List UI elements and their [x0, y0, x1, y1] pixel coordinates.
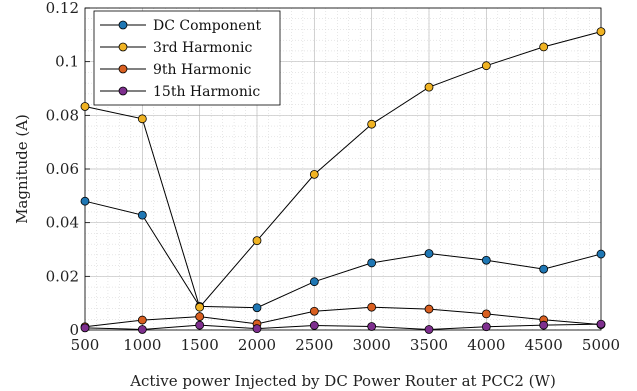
y-tick-label: 0.12	[46, 0, 79, 17]
legend-entry-9th-harmonic: 9th Harmonic	[100, 62, 251, 78]
x-tick-label: 2000	[238, 336, 276, 354]
data-point-9th-harmonic	[309, 306, 319, 316]
data-point-dc-component	[367, 258, 377, 268]
data-point-dc-component	[481, 255, 491, 265]
data-point-9th-harmonic	[137, 315, 147, 325]
x-tick-label: 3000	[353, 336, 391, 354]
series-9th-harmonic	[80, 302, 606, 332]
data-point-3rd-harmonic	[252, 236, 262, 246]
data-point-9th-harmonic	[195, 312, 205, 321]
series-dc-component	[80, 196, 606, 313]
data-point-3rd-harmonic	[80, 102, 90, 111]
data-point-3rd-harmonic	[195, 302, 205, 312]
series-line-9th-harmonic	[84, 306, 602, 328]
data-point-3rd-harmonic	[367, 119, 377, 129]
legend-label: DC Component	[153, 18, 262, 34]
legend-marker	[118, 20, 128, 30]
x-tick-label: 2500	[295, 336, 333, 354]
data-point-15th-harmonic	[80, 323, 90, 333]
y-tick-label: 0.02	[46, 267, 79, 285]
x-tick-label: 4500	[525, 336, 563, 354]
legend-marker	[118, 64, 128, 74]
legend: DC Component 3rd Harmonic 9th Harmonic 15th…	[93, 10, 281, 106]
y-tick-label: 0.04	[46, 214, 79, 232]
data-point-15th-harmonic	[195, 320, 205, 330]
x-axis-title: Active power Injected by DC Power Router…	[129, 372, 556, 390]
legend-entry-dc-component: DC Component	[100, 18, 262, 34]
data-point-3rd-harmonic	[309, 169, 319, 179]
x-tick-label: 4000	[467, 336, 505, 354]
data-point-dc-component	[252, 303, 262, 313]
y-tick-label: 0.08	[46, 106, 79, 124]
data-point-dc-component	[539, 264, 549, 274]
x-tick-label: 1000	[123, 336, 161, 354]
y-tick-label: 0	[69, 321, 79, 339]
y-tick-label: 0.1	[55, 53, 79, 71]
y-axis-title: Magnitude (A)	[13, 114, 31, 224]
data-point-3rd-harmonic	[424, 82, 434, 92]
y-tick-label: 0.06	[46, 160, 79, 178]
data-point-15th-harmonic	[596, 319, 606, 329]
data-point-15th-harmonic	[424, 325, 434, 334]
x-tick-label: 5000	[582, 336, 620, 354]
legend-label: 3rd Harmonic	[153, 40, 252, 56]
data-point-9th-harmonic	[367, 302, 377, 312]
data-point-15th-harmonic	[252, 324, 262, 334]
legend-entry-3rd-harmonic: 3rd Harmonic	[100, 40, 252, 56]
ticks-layer: 500 1000 1500 2000 2500 3000 3500 4000 4500 5000 0…	[46, 0, 621, 354]
series-line-15th-harmonic	[84, 323, 602, 330]
legend-label: 15th Harmonic	[153, 84, 260, 100]
legend-entry-15th-harmonic: 15th Harmonic	[100, 84, 260, 100]
data-point-dc-component	[596, 249, 606, 259]
data-point-3rd-harmonic	[481, 61, 491, 71]
data-point-dc-component	[424, 249, 434, 258]
data-point-3rd-harmonic	[539, 42, 549, 52]
data-point-15th-harmonic	[539, 320, 549, 330]
legend-marker	[118, 86, 128, 96]
series-line-dc-component	[84, 200, 602, 309]
data-point-9th-harmonic	[481, 309, 491, 319]
series-layer	[80, 27, 606, 334]
data-point-15th-harmonic	[309, 321, 319, 330]
data-point-15th-harmonic	[137, 325, 147, 334]
data-point-9th-harmonic	[424, 304, 434, 314]
series-3rd-harmonic	[80, 27, 606, 312]
data-point-15th-harmonic	[367, 322, 377, 331]
data-point-15th-harmonic	[481, 322, 491, 332]
data-point-dc-component	[137, 210, 147, 220]
data-point-dc-component	[80, 196, 90, 206]
x-tick-label: 1500	[181, 336, 219, 354]
legend-marker	[118, 42, 128, 52]
series-line-3rd-harmonic	[84, 31, 602, 309]
x-tick-label: 500	[71, 336, 100, 354]
x-tick-label: 3500	[410, 336, 448, 354]
data-point-3rd-harmonic	[137, 114, 147, 124]
data-point-3rd-harmonic	[596, 27, 606, 37]
series-15th-harmonic	[80, 319, 606, 334]
legend-label: 9th Harmonic	[153, 62, 251, 78]
data-point-dc-component	[309, 277, 319, 287]
